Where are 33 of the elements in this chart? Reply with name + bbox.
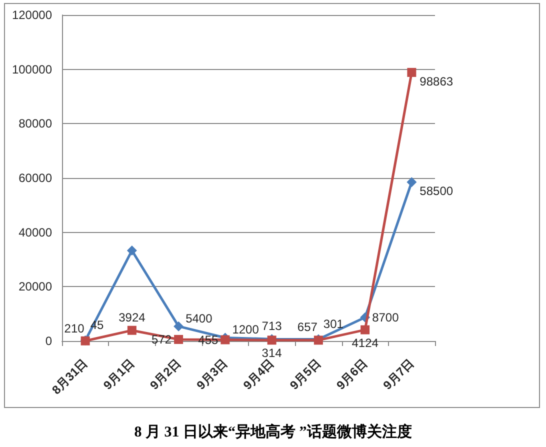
y-tick-label: 0 xyxy=(45,334,52,348)
y-tick-label: 20000 xyxy=(18,280,52,294)
point xyxy=(407,68,416,77)
data-label: 5400 xyxy=(186,311,213,326)
y-tick-label: 120000 xyxy=(12,8,52,22)
x-tick-label: 9月6日 xyxy=(334,356,370,392)
data-label: 8700 xyxy=(372,310,400,324)
point xyxy=(127,326,136,335)
data-label: 657 xyxy=(297,320,318,334)
data-label: 1200 xyxy=(232,322,260,337)
x-tick-label: 9月1日 xyxy=(100,356,137,392)
x-tick-label: 9月2日 xyxy=(147,356,184,392)
x-tick-label: 9月3日 xyxy=(194,356,230,392)
data-label: 713 xyxy=(262,319,282,334)
data-label: 98863 xyxy=(420,74,454,88)
data-label: 58500 xyxy=(420,184,454,198)
y-tick-label: 60000 xyxy=(18,171,52,185)
x-tick-label: 9月5日 xyxy=(287,356,324,392)
y-tick-label: 80000 xyxy=(18,116,52,131)
point xyxy=(406,177,417,188)
point xyxy=(174,321,184,332)
point xyxy=(174,334,184,344)
point xyxy=(126,246,137,256)
data-label: 3924 xyxy=(118,310,146,324)
x-tick-label: 8月31日 xyxy=(49,356,90,398)
x-tick-label: 9月7日 xyxy=(380,356,417,392)
point xyxy=(220,335,230,344)
data-label: 301 xyxy=(323,317,344,332)
y-tick-label: 40000 xyxy=(18,225,52,240)
data-label: 210 xyxy=(64,321,85,336)
y-tick-label: 100000 xyxy=(12,62,52,76)
point xyxy=(360,325,370,334)
text: 8 月 31 日以来“异地高考 ”话题微博关注度 xyxy=(134,422,412,440)
